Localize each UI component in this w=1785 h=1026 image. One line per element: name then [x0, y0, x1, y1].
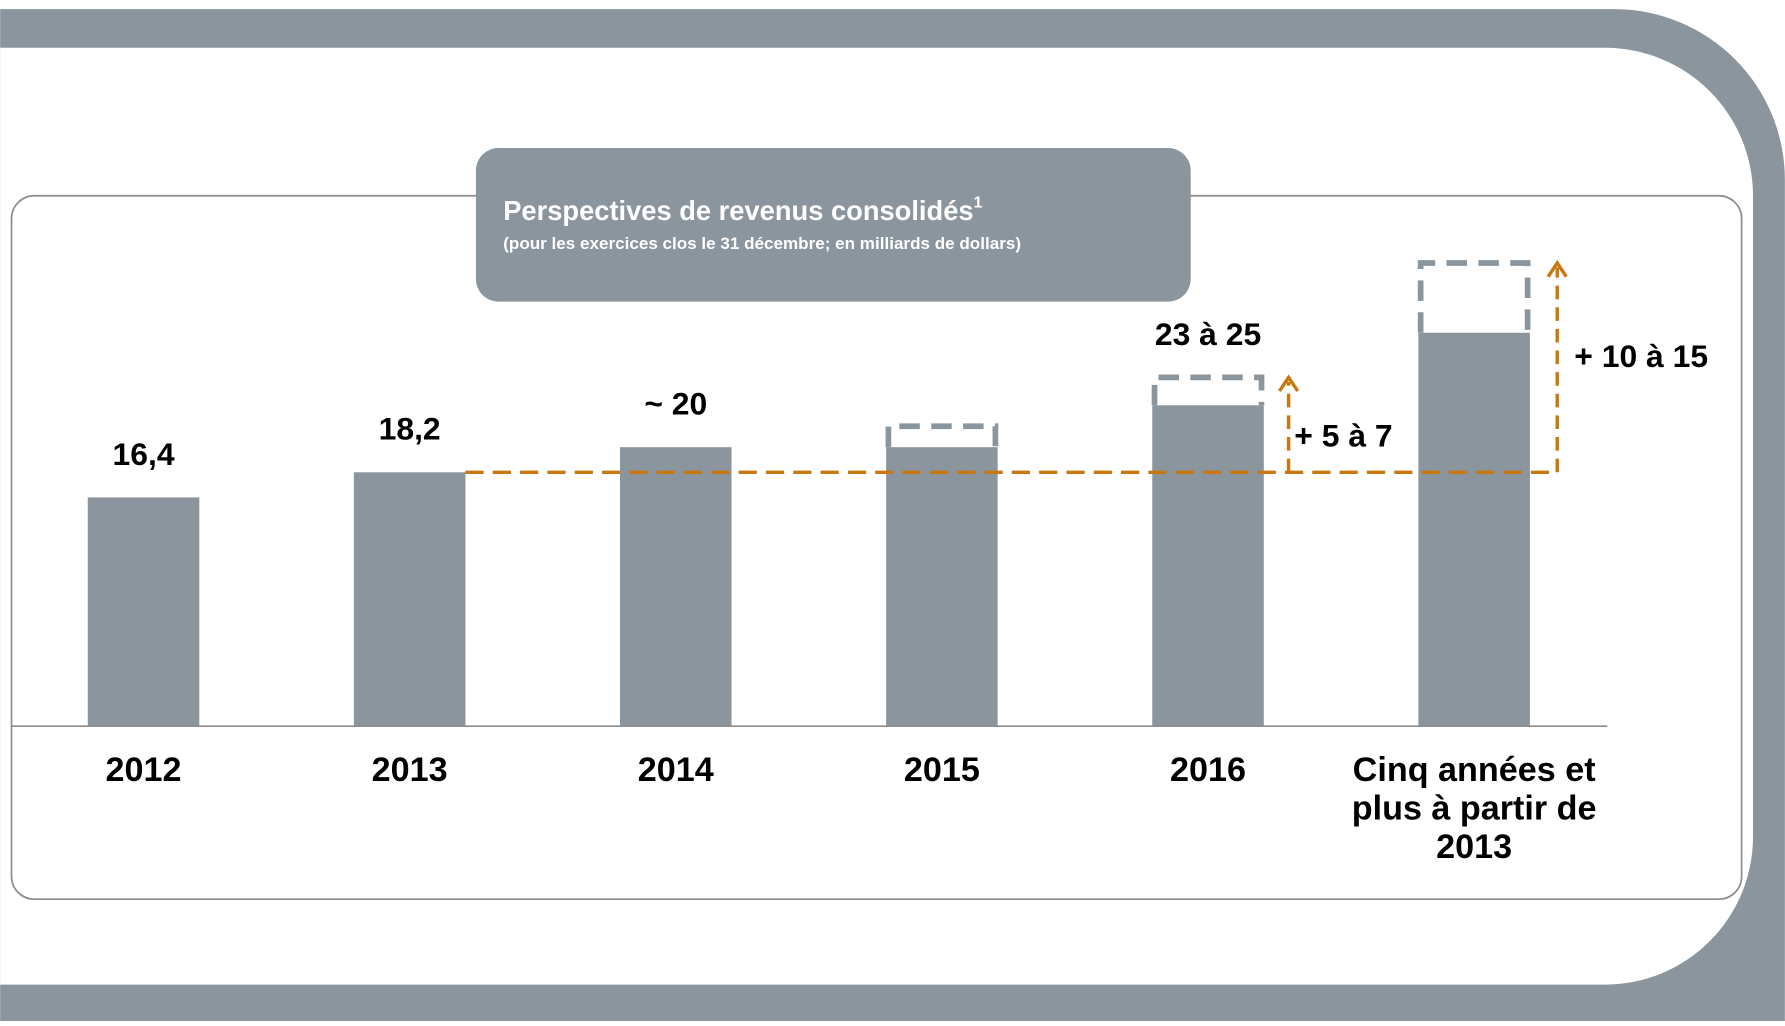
range-outline — [885, 423, 999, 448]
annotation: + 5 à 7 — [1294, 418, 1392, 454]
x-tick-label-box: 2012 — [105, 751, 182, 789]
range-outline — [1151, 374, 1265, 406]
x-tick-label-box: 2014 — [637, 751, 714, 789]
bar — [1152, 405, 1264, 727]
x-tick-label: 2016 — [1170, 751, 1246, 789]
x-tick-label: Cinq années et plus à partir de 2013 — [1351, 751, 1597, 867]
chart-subtitle: (pour les exercices clos le 31 décembre;… — [503, 234, 1021, 253]
x-tick-label: 2013 — [371, 751, 448, 789]
x-tick-label-box: 2015 — [903, 751, 980, 789]
x-tick-label: 2015 — [903, 751, 980, 789]
bar — [1418, 332, 1530, 727]
title-note: 1 — [974, 195, 983, 212]
value-label: 23 à 25 — [1155, 316, 1261, 352]
annotation: + 10 à 15 — [1574, 338, 1708, 374]
bar — [620, 447, 732, 727]
bar — [886, 447, 998, 727]
value-label: 16,4 — [113, 436, 175, 472]
bar — [87, 497, 200, 727]
title-text: Perspectives de revenus consolidés — [503, 195, 973, 226]
x-tick-label: 2014 — [637, 751, 714, 789]
x-tick-label-box: Cinq années et plus à partir de 2013 — [1351, 751, 1597, 867]
value-label: 18,2 — [379, 411, 441, 447]
arrow-head — [1546, 259, 1568, 278]
x-tick-label: 2012 — [105, 751, 182, 789]
x-tick-label-box: 2016 — [1170, 751, 1246, 789]
arrow-head — [1278, 374, 1300, 393]
range-outline — [1417, 260, 1531, 333]
x-tick-label-box: 2013 — [371, 751, 448, 789]
title-box — [475, 147, 1191, 302]
value-label: ~ 20 — [644, 386, 707, 422]
bar — [353, 472, 466, 727]
chart-title: Perspectives de revenus consolidés1 — [503, 195, 982, 226]
